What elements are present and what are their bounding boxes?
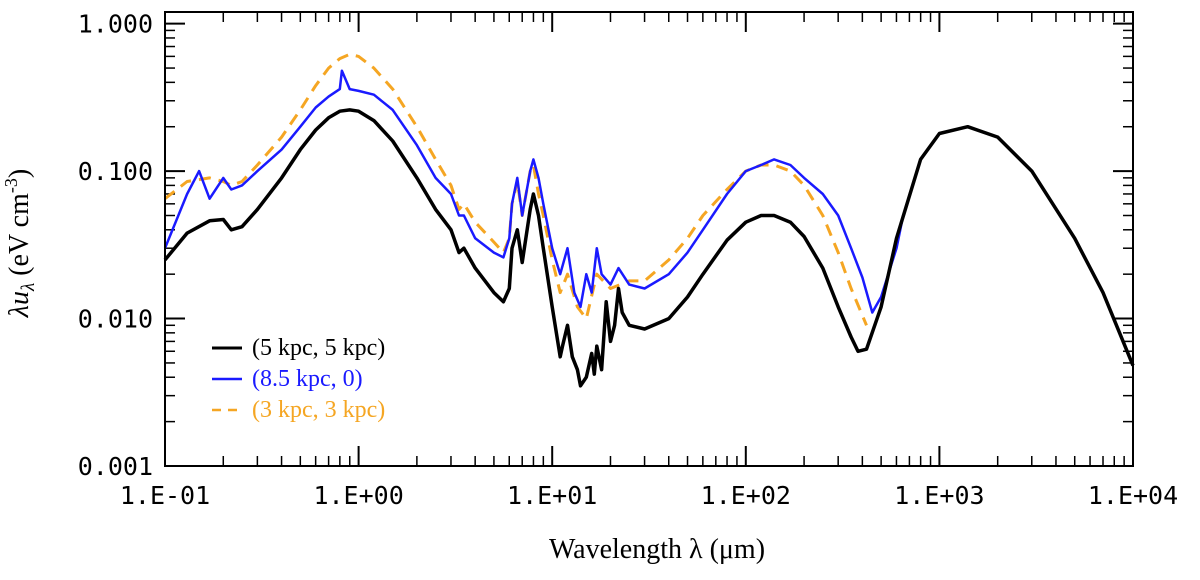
y-axis-label-lambda: λ xyxy=(4,305,35,318)
plot-frame xyxy=(164,11,1134,467)
y-axis-label: λuλ (eV cm-3) xyxy=(1,169,39,318)
y-axis-label-sub: λ xyxy=(18,283,39,292)
y-axis-label-u: u xyxy=(4,291,35,305)
y-tick-label: 0.100 xyxy=(78,157,153,186)
y-tick-label: 0.001 xyxy=(78,452,153,481)
legend: (5 kpc, 5 kpc) (8.5 kpc, 0) (3 kpc, 3 kpc) xyxy=(212,335,385,423)
x-tick-label: 1.E+00 xyxy=(313,481,403,510)
legend-label: (8.5 kpc, 0) xyxy=(252,366,363,392)
x-axis-label: Wavelength λ (μm) xyxy=(549,534,765,565)
legend-label: (3 kpc, 3 kpc) xyxy=(252,397,385,423)
series-line-0 xyxy=(163,108,1135,388)
series-layer xyxy=(163,52,1135,388)
x-tick-label: 1.E+01 xyxy=(507,481,597,510)
y-tick-label: 0.010 xyxy=(78,305,153,334)
x-tick-label: 1.E+02 xyxy=(701,481,791,510)
axis-ticks xyxy=(164,12,1134,467)
legend-label: (5 kpc, 5 kpc) xyxy=(252,335,385,361)
y-tick-label: 1.000 xyxy=(78,10,153,39)
tick-labels: 1.E-01 1.E+00 1.E+01 1.E+02 1.E+03 1.E+04 0.00… xyxy=(78,10,1178,510)
x-tick-label: 1.E+03 xyxy=(894,481,984,510)
y-axis-label-unit: (eV cm xyxy=(4,193,35,283)
y-axis-label-close: ) xyxy=(4,169,35,178)
x-tick-label: 1.E-01 xyxy=(120,481,210,510)
x-tick-label: 1.E+04 xyxy=(1088,481,1178,510)
series-line-1 xyxy=(163,69,905,314)
y-axis-label-exp: -3 xyxy=(1,178,21,193)
